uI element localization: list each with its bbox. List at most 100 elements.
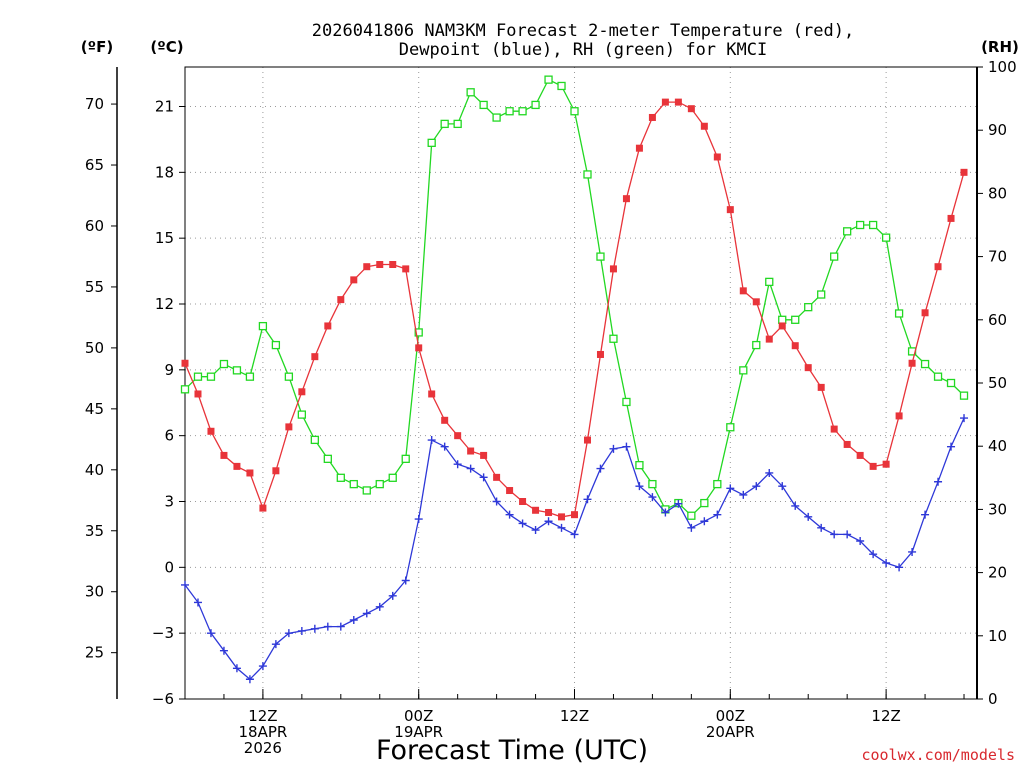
dewpoint-point xyxy=(817,523,826,532)
temperature-point xyxy=(350,276,358,284)
rh-point xyxy=(557,81,566,91)
time-tick-label-0-0: 12Z xyxy=(248,707,277,725)
fahrenheit-tick-60: 60 xyxy=(85,217,104,235)
rh-point xyxy=(388,473,397,482)
x-axis-label: Forecast Time (UTC) xyxy=(376,735,648,766)
temperature-point xyxy=(661,98,669,106)
rh-tick-60: 60 xyxy=(988,311,1007,329)
fahrenheit-tick-45: 45 xyxy=(85,400,104,418)
dewpoint-point xyxy=(921,510,930,519)
rh-point xyxy=(310,435,319,445)
dewpoint-point xyxy=(778,482,787,491)
rh-tick-100: 100 xyxy=(988,58,1017,76)
temperature-point xyxy=(558,513,566,521)
dewpoint-point xyxy=(713,510,722,519)
rh-point xyxy=(505,107,514,116)
rh-point xyxy=(687,511,696,520)
temperature-point xyxy=(739,287,747,295)
celsius-axis: −6 −3 0 3 6 9 12 15 18 21 xyxy=(152,98,185,708)
rh-point xyxy=(855,220,865,230)
rh-tick-10: 10 xyxy=(988,627,1007,645)
temperature-point xyxy=(311,353,319,361)
fahrenheit-tick-50: 50 xyxy=(85,339,104,357)
dewpoint-point xyxy=(648,493,657,502)
rh-point xyxy=(518,107,527,116)
time-tick-label-0-1: 18APR xyxy=(238,723,287,741)
temperature-point xyxy=(947,214,955,222)
dewpoint-point xyxy=(362,609,371,618)
celsius-tick-1: −3 xyxy=(152,624,174,642)
chart-title-line-2: Dewpoint (blue), RH (green) for KMCI xyxy=(399,40,767,60)
temperature-point xyxy=(532,506,540,514)
rh-point xyxy=(804,303,813,312)
dewpoint-point xyxy=(830,530,839,539)
rh-point xyxy=(752,340,761,350)
fahrenheit-tick-65: 65 xyxy=(85,156,104,174)
temperature-point xyxy=(506,487,514,495)
dewpoint-point xyxy=(336,622,345,631)
celsius-tick-0: −6 xyxy=(152,690,174,708)
rh-point xyxy=(791,315,800,324)
rh-point xyxy=(830,252,839,261)
rh-point xyxy=(180,385,190,394)
dewpoint-point xyxy=(661,508,670,517)
rh-point xyxy=(946,378,956,388)
temperature-point xyxy=(233,462,241,470)
rh-axis-unit: (RH) xyxy=(981,38,1019,56)
dewpoint-point xyxy=(518,519,527,528)
dewpoint-point xyxy=(635,482,644,491)
rh-point xyxy=(700,498,709,508)
dewpoint-point xyxy=(752,482,761,491)
dewpoint-point xyxy=(739,490,748,499)
plot-frame xyxy=(184,66,978,700)
dewpoint-point xyxy=(323,622,332,631)
temperature-point xyxy=(596,350,604,358)
credit-text: coolwx.com/models xyxy=(861,746,1015,764)
dewpoint-point xyxy=(297,626,306,635)
rh-tick-90: 90 xyxy=(988,121,1007,139)
rh-point xyxy=(959,391,969,400)
dewpoint-point xyxy=(804,512,813,521)
temperature-point xyxy=(285,423,293,431)
rh-point xyxy=(817,290,826,299)
fahrenheit-axis: 25 30 35 40 45 50 55 60 65 70 xyxy=(85,95,117,662)
chart-title-line-1: 2026041806 NAM3KM Forecast 2-meter Tempe… xyxy=(312,21,854,41)
rh-point xyxy=(765,277,774,287)
dewpoint-point xyxy=(310,624,319,633)
rh-point xyxy=(349,479,358,489)
rh-point xyxy=(739,366,748,375)
dewpoint-point xyxy=(479,473,488,482)
dewpoint-point xyxy=(700,517,709,526)
temperature-point xyxy=(908,359,916,367)
celsius-tick-3: 3 xyxy=(164,493,174,511)
rh-point xyxy=(440,119,449,129)
rh-point xyxy=(843,227,852,236)
temperature-point xyxy=(220,451,228,459)
time-tick-label-3-1: 20APR xyxy=(706,723,755,741)
dewpoint-point xyxy=(414,515,423,524)
temperature-point xyxy=(545,508,553,516)
temperature-point xyxy=(804,364,812,372)
celsius-tick-4: 6 xyxy=(164,427,174,445)
rh-point xyxy=(479,100,488,110)
temperature-point xyxy=(454,432,462,440)
dewpoint-point xyxy=(583,495,592,504)
temperature-point xyxy=(960,168,968,176)
temperature-point xyxy=(856,451,864,459)
dewpoint-point xyxy=(908,547,917,556)
dewpoint-point xyxy=(791,501,800,510)
temperature-point xyxy=(298,388,306,396)
time-tick-label-0-2: 2026 xyxy=(244,739,282,757)
temperature-point xyxy=(700,122,708,130)
dewpoint-point xyxy=(869,550,878,559)
rh-point xyxy=(466,88,475,97)
chart-title: 2026041806 NAM3KM Forecast 2-meter Tempe… xyxy=(312,21,854,60)
rh-tick-80: 80 xyxy=(988,184,1007,202)
temperature-point xyxy=(765,335,773,343)
temperature-point xyxy=(259,504,267,512)
temperature-point xyxy=(207,427,215,435)
rh-tick-40: 40 xyxy=(988,437,1007,455)
temperature-point xyxy=(194,390,202,398)
rh-point xyxy=(284,372,294,381)
